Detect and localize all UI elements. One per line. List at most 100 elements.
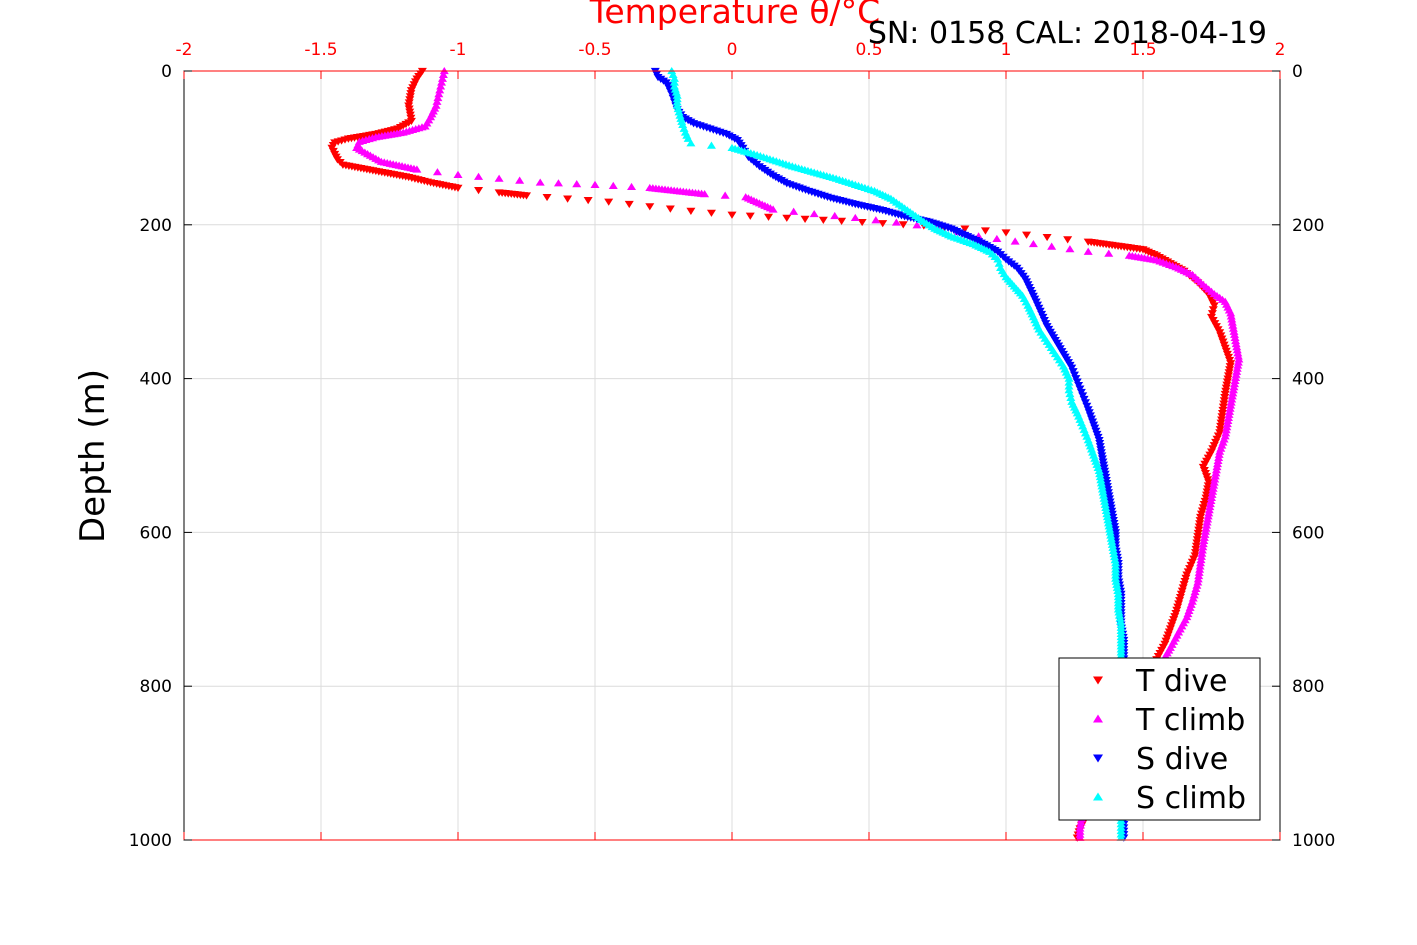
- data-point: [1076, 818, 1086, 826]
- data-point: [700, 189, 710, 198]
- data-point: [1028, 239, 1038, 248]
- data-point: [665, 205, 675, 213]
- data-point: [1232, 343, 1242, 351]
- data-point: [1107, 540, 1117, 548]
- data-point: [1203, 515, 1213, 523]
- data-point: [494, 174, 504, 182]
- data-point: [891, 218, 901, 226]
- data-point: [1095, 469, 1105, 478]
- data-point: [673, 104, 683, 113]
- y-tick-label-left: 400: [140, 370, 172, 390]
- x-tick-label: 1: [1001, 40, 1012, 60]
- y-axis-label: Depth (m): [73, 369, 113, 543]
- data-point: [1103, 519, 1113, 527]
- data-point: [1227, 392, 1237, 400]
- chart-title: Temperature θ/°C: [589, 0, 880, 31]
- data-point: [1193, 575, 1203, 583]
- data-point: [1100, 497, 1110, 505]
- data-point: [1232, 367, 1242, 375]
- data-point: [1230, 379, 1240, 388]
- data-point: [1064, 378, 1074, 386]
- legend-label: T climb: [1135, 703, 1245, 738]
- data-point: [1108, 543, 1118, 551]
- series-s-climb: [667, 66, 1126, 841]
- data-point: [1104, 522, 1114, 530]
- data-point: [686, 139, 696, 147]
- y-tick-label-left: 600: [140, 523, 172, 543]
- data-point: [1229, 383, 1239, 391]
- data-point: [1197, 549, 1207, 557]
- data-point: [1202, 518, 1212, 526]
- data-point: [1224, 410, 1234, 418]
- y-tick-label-left: 800: [140, 677, 172, 697]
- data-point: [1064, 382, 1074, 390]
- data-point: [1227, 318, 1237, 326]
- data-point: [1200, 527, 1210, 535]
- data-point: [1047, 242, 1057, 250]
- data-point: [1195, 565, 1205, 573]
- data-point: [1108, 546, 1118, 555]
- data-point: [1100, 500, 1110, 508]
- data-point: [1231, 370, 1241, 378]
- data-point: [1209, 302, 1219, 310]
- chart-subtitle: SN: 0158 CAL: 2018-04-19: [868, 16, 1267, 51]
- data-point: [960, 225, 970, 233]
- x-tick-label: 1.5: [1129, 40, 1156, 60]
- y-tick-label-right: 1000: [1292, 831, 1335, 851]
- data-point: [1231, 339, 1241, 348]
- data-point: [1105, 525, 1115, 533]
- data-point: [1214, 453, 1224, 461]
- data-point: [563, 195, 573, 203]
- data-point: [1221, 429, 1231, 437]
- data-point: [1212, 462, 1222, 471]
- data-point: [1194, 568, 1204, 576]
- data-point: [1110, 552, 1120, 561]
- data-point: [474, 172, 484, 180]
- data-point: [1222, 419, 1232, 428]
- data-point: [433, 93, 443, 102]
- data-point: [1207, 493, 1216, 501]
- data-point: [627, 182, 637, 191]
- data-point: [1226, 309, 1236, 317]
- data-point: [857, 218, 867, 227]
- data-point: [1209, 478, 1219, 486]
- data-point: [1196, 555, 1206, 564]
- data-point: [436, 82, 446, 90]
- data-point: [1065, 245, 1075, 253]
- data-point: [669, 74, 679, 82]
- data-point: [1228, 386, 1238, 394]
- data-point: [1109, 549, 1119, 558]
- data-point: [1201, 524, 1211, 532]
- data-point: [1226, 401, 1236, 409]
- data-point: [1083, 247, 1093, 255]
- data-point: [1232, 364, 1242, 372]
- data-series: [327, 66, 1244, 842]
- data-point: [1227, 315, 1237, 323]
- legend-label: S dive: [1136, 742, 1228, 777]
- data-point: [1197, 546, 1207, 554]
- data-point: [1097, 485, 1107, 493]
- data-point: [453, 170, 463, 178]
- data-point: [1114, 608, 1124, 616]
- data-point: [437, 78, 447, 86]
- data-point: [1203, 512, 1213, 520]
- data-point: [720, 191, 730, 199]
- data-point: [1097, 482, 1107, 490]
- data-point: [1010, 237, 1020, 245]
- data-point: [1064, 386, 1074, 394]
- data-point: [1113, 605, 1123, 613]
- data-point: [1113, 586, 1123, 594]
- data-point: [1199, 533, 1209, 541]
- data-point: [572, 179, 582, 188]
- data-point: [515, 176, 525, 184]
- data-point: [535, 178, 545, 186]
- data-point: [1221, 426, 1231, 434]
- data-point: [1229, 327, 1239, 335]
- series-s-dive: [650, 67, 1129, 842]
- legend-marker: [1093, 676, 1103, 685]
- y-tick-label-right: 600: [1292, 523, 1324, 543]
- data-point: [1111, 577, 1121, 585]
- legend-entry: T dive: [1093, 664, 1227, 699]
- data-point: [1205, 499, 1215, 508]
- data-point: [522, 192, 531, 200]
